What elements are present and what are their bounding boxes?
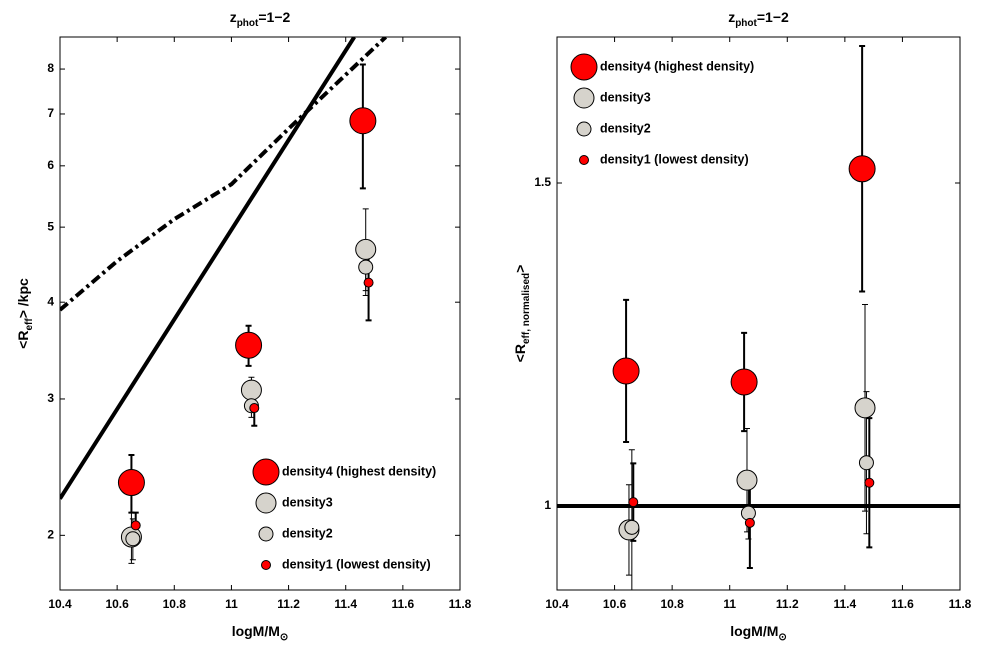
y-tick-label: 7 [47, 106, 54, 120]
y-axis-label-part: > /kpc [15, 278, 31, 318]
y-axis-label-part: <R [512, 344, 528, 362]
chart-title: zphot=1−2 [728, 9, 789, 29]
x-tick-label: 11.6 [392, 597, 415, 611]
y-tick-label: 2 [47, 528, 54, 542]
data-point [249, 403, 260, 414]
x-tick-label: 10.4 [545, 597, 569, 611]
y-tick-label: 4 [47, 294, 54, 308]
chart-title-part: phot [735, 18, 757, 29]
x-tick-label: 11.8 [949, 597, 972, 611]
x-axis-label-part: logM/M [232, 623, 280, 639]
x-tick-label: 11.2 [776, 597, 799, 611]
model-line [60, 37, 388, 312]
legend-marker [258, 526, 274, 542]
legend-label: density2 [282, 526, 333, 540]
data-point [854, 397, 876, 419]
legend-label: density4 (highest density) [600, 59, 754, 73]
legend-label: density4 (highest density) [282, 464, 436, 478]
legend-marker [579, 155, 589, 165]
x-axis-label: logM/M⊙ [730, 623, 787, 643]
chart-title-part: phot [237, 18, 259, 29]
x-tick-label: 11.4 [334, 597, 357, 611]
legend-marker [570, 53, 598, 81]
data-point [358, 259, 374, 275]
x-tick-label: 10.6 [105, 597, 129, 611]
x-tick-label: 10.6 [603, 597, 627, 611]
data-point [628, 497, 639, 508]
legend-marker [573, 87, 595, 109]
data-point [235, 331, 263, 359]
x-tick-label: 11.4 [834, 597, 857, 611]
data-point [864, 477, 875, 488]
chart-title: zphot=1−2 [230, 9, 291, 29]
y-tick-label: 5 [47, 219, 54, 233]
x-axis-label-part: ⊙ [778, 632, 786, 643]
legend-label: density1 (lowest density) [282, 557, 431, 571]
chart-title-part: =1−2 [258, 9, 290, 25]
y-tick-label: 6 [47, 158, 54, 172]
chart-title-part: z [728, 9, 735, 25]
chart-title-part: z [230, 9, 237, 25]
plot-content [60, 37, 388, 564]
plot-content [557, 45, 960, 590]
data-point [740, 505, 756, 521]
x-tick-label: 10.8 [660, 597, 684, 611]
y-axis-label-part: <R [15, 331, 31, 349]
data-point [355, 238, 377, 260]
x-tick-label: 10.8 [163, 597, 187, 611]
data-point [363, 277, 374, 288]
x-axis-label-part: logM/M [730, 623, 778, 639]
legend-marker [261, 560, 271, 570]
data-point [848, 155, 876, 183]
data-point [730, 368, 758, 396]
x-tick-label: 11 [723, 597, 736, 611]
plot-area [556, 36, 961, 591]
x-axis-label-part: ⊙ [280, 632, 288, 643]
chart-title-part: =1−2 [757, 9, 789, 25]
data-point [240, 379, 262, 401]
legend-marker [252, 458, 280, 486]
plot-area [59, 36, 461, 591]
data-point [624, 519, 640, 535]
data-point [125, 531, 141, 547]
y-tick-label: 3 [47, 391, 54, 405]
legend-label: density3 [282, 495, 333, 509]
x-tick-label: 10.4 [48, 597, 72, 611]
y-axis-label-part: > [512, 265, 528, 273]
y-tick-label: 1.5 [534, 175, 551, 189]
model-line [60, 37, 356, 500]
data-point [744, 517, 755, 528]
x-tick-label: 11.2 [277, 597, 300, 611]
legend-label: density3 [600, 90, 651, 104]
y-tick-label: 1 [544, 498, 551, 512]
y-axis-label: <Reff, normalised> [512, 265, 532, 363]
data-point [736, 469, 758, 491]
data-point [117, 469, 145, 497]
y-axis-label-part: eff, normalised [521, 273, 532, 344]
y-tick-label: 8 [47, 61, 54, 75]
x-tick-label: 11.6 [891, 597, 914, 611]
x-tick-label: 11.8 [449, 597, 472, 611]
x-tick-label: 11 [225, 597, 238, 611]
y-axis-label-part: eff [24, 318, 35, 331]
legend-label: density1 (lowest density) [600, 152, 749, 166]
legend-marker [255, 492, 277, 514]
data-point [612, 357, 640, 385]
x-axis-label: logM/M⊙ [232, 623, 289, 643]
data-point [858, 455, 874, 471]
y-axis-label: <Reff> /kpc [15, 278, 35, 349]
data-point [130, 520, 141, 531]
data-point [349, 107, 377, 135]
legend-marker [576, 121, 592, 137]
legend-label: density2 [600, 121, 651, 135]
